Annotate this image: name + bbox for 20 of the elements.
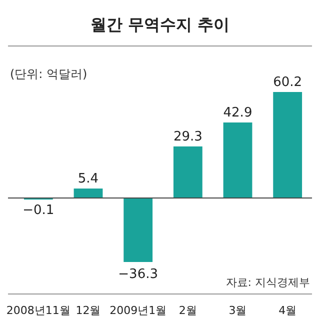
bar <box>124 198 153 262</box>
data-label: −36.3 <box>118 267 158 282</box>
x-tick-label: 2009년1월 <box>110 304 167 317</box>
data-label: 29.3 <box>173 129 202 144</box>
bar <box>173 146 202 198</box>
x-tick-label: 2월 <box>178 304 197 317</box>
data-label: 5.4 <box>78 172 99 187</box>
data-label: 60.2 <box>273 75 302 90</box>
bar <box>273 92 302 198</box>
data-label: −0.1 <box>22 203 54 218</box>
chart-title: 월간 무역수지 추이 <box>90 15 230 34</box>
x-tick-label: 4월 <box>278 304 297 317</box>
x-tick-label: 2008년11월 <box>6 304 70 317</box>
x-tick-label: 12월 <box>76 304 101 317</box>
bar <box>223 122 252 198</box>
bar <box>74 188 103 198</box>
data-label: 42.9 <box>223 105 252 120</box>
x-tick-label: 3월 <box>228 304 247 317</box>
chart-subtitle: (단위: 억달러) <box>10 67 88 81</box>
text: 자료: 지식경제부 <box>226 276 310 289</box>
